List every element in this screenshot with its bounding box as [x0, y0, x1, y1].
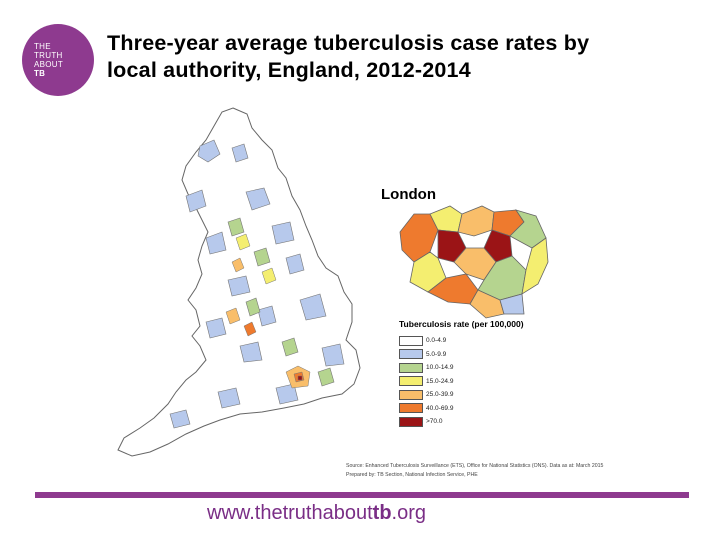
- local-authority-region: [227, 217, 245, 237]
- legend-swatch: [399, 403, 423, 413]
- legend-item: 5.0-9.9: [399, 348, 453, 361]
- local-authority-region: [299, 293, 327, 321]
- legend-swatch: [399, 362, 423, 373]
- local-authority-region: [197, 139, 221, 163]
- legend-swatch: [399, 416, 423, 427]
- london-inset-map: [399, 205, 549, 319]
- local-authority-region: [253, 247, 271, 267]
- legend-item: 0.0-4.9: [399, 334, 453, 347]
- local-authority-region: [321, 343, 345, 367]
- legend-label: 0.0-4.9: [426, 337, 447, 344]
- the-truth-about-tb-logo: THE TRUTH ABOUT TB: [22, 24, 94, 96]
- slide-title: Three-year average tuberculosis case rat…: [107, 30, 687, 84]
- london-inset-title: London: [381, 186, 436, 203]
- footer-divider: [35, 492, 689, 498]
- title-line-2: local authority, England, 2012-2014: [107, 58, 471, 82]
- local-authority-region: [275, 383, 299, 405]
- local-authority-region: [235, 233, 251, 251]
- london-borough: [499, 293, 525, 315]
- local-authority-region: [205, 231, 227, 255]
- local-authority-region: [231, 257, 245, 273]
- legend-item: 40.0-69.9: [399, 402, 453, 415]
- local-authority-region: [245, 187, 271, 211]
- local-authority-region: [257, 305, 277, 327]
- logo-line: THE: [34, 42, 51, 51]
- legend-title: Tuberculosis rate (per 100,000): [399, 319, 524, 329]
- local-authority-region: [317, 367, 335, 387]
- legend-item: 15.0-24.9: [399, 375, 453, 388]
- url-bold: tb: [372, 502, 392, 524]
- local-authority-region: [243, 321, 257, 337]
- local-authority-region: [285, 253, 305, 275]
- local-authority-region: [271, 221, 295, 245]
- legend-label: 15.0-24.9: [426, 377, 454, 385]
- legend-label: 10.0-14.9: [426, 364, 454, 371]
- url-prefix: www.thetruthabout: [207, 502, 373, 524]
- logo-line: TRUTH: [34, 51, 63, 60]
- legend-item: 25.0-39.9: [399, 388, 453, 401]
- local-authority-region: [217, 387, 241, 409]
- local-authority-region: [245, 297, 261, 317]
- london-borough: [399, 213, 439, 263]
- source-line: Source: Enhanced Tuberculosis Surveillan…: [346, 463, 604, 469]
- legend-item: >70.0: [399, 415, 453, 428]
- local-authority-region: [227, 275, 251, 297]
- legend-item: 10.0-14.9: [399, 361, 453, 374]
- local-authority-region: [261, 267, 277, 285]
- local-authority-region: [281, 337, 299, 357]
- legend-label: >70.0: [426, 418, 443, 425]
- local-authority-region: [169, 409, 191, 429]
- legend-label: 40.0-69.9: [426, 404, 454, 412]
- local-authority-region: [239, 341, 263, 363]
- local-authority-region: [297, 375, 303, 381]
- london-borough: [521, 237, 549, 295]
- title-line-1: Three-year average tuberculosis case rat…: [107, 31, 590, 55]
- logo-line: ABOUT: [34, 60, 64, 69]
- legend-swatch: [399, 349, 423, 359]
- local-authority-region: [231, 143, 249, 163]
- legend-swatch: [399, 389, 423, 400]
- london-borough: [457, 205, 495, 237]
- legend-label: 25.0-39.9: [426, 391, 454, 398]
- local-authority-region: [205, 317, 227, 339]
- local-authority-region: [225, 307, 241, 325]
- legend-swatch: [399, 335, 423, 346]
- website-url[interactable]: www.thetruthabouttb.org: [207, 502, 426, 525]
- url-suffix: .org: [391, 502, 427, 524]
- local-authority-region: [185, 189, 207, 213]
- source-note: Source: Enhanced Tuberculosis Surveillan…: [346, 462, 676, 480]
- prepared-by-line: Prepared by: TB Section, National Infect…: [346, 472, 478, 478]
- logo-line: TB: [34, 69, 46, 78]
- legend-label: 5.0-9.9: [426, 350, 447, 358]
- map-legend: 0.0-4.9 5.0-9.9 10.0-14.9 15.0-24.9 25.0…: [399, 334, 453, 429]
- legend-swatch: [399, 376, 423, 386]
